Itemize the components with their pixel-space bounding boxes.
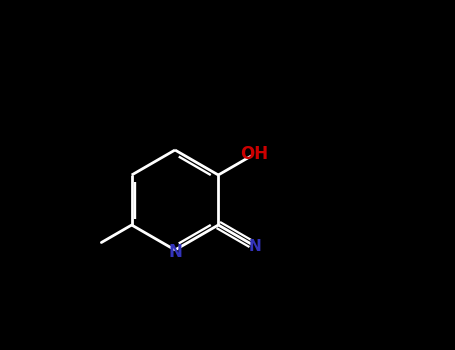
Text: N: N [248,238,261,253]
Text: OH: OH [241,145,269,163]
Text: N: N [168,243,182,261]
